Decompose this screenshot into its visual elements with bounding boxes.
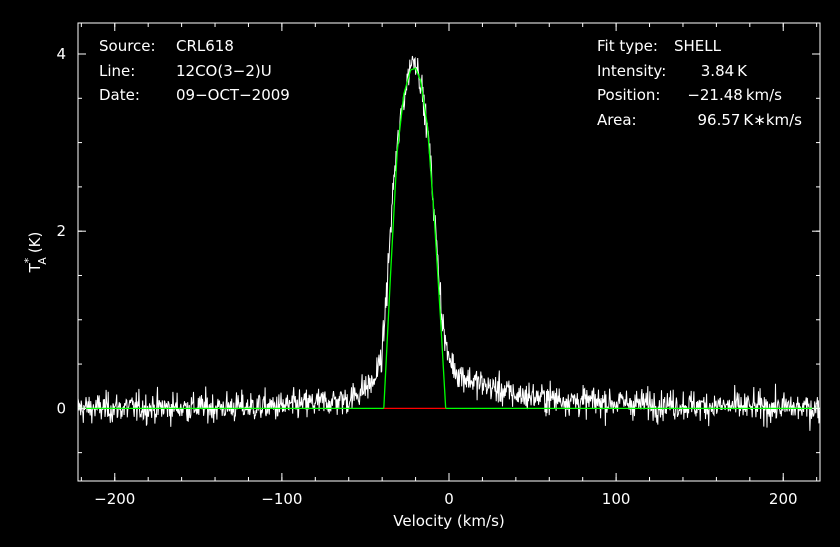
x-axis-label: Velocity (km/s) — [393, 512, 504, 530]
series-fit — [78, 67, 820, 410]
info-fit-type-label: Fit type: — [597, 37, 658, 55]
info-position-label: Position: — [597, 86, 660, 104]
x-tick-label: −100 — [261, 490, 302, 508]
y-tick-label: 2 — [56, 222, 66, 240]
info-intensity-label: Intensity: — [597, 62, 666, 80]
series-layer — [77, 55, 821, 431]
info-area-label: Area: — [597, 111, 637, 129]
y-tick-label: 4 — [56, 45, 66, 63]
info-date-value: 09−OCT−2009 — [176, 86, 290, 104]
y-axis-label-text: T*A(K) — [22, 232, 49, 274]
info-position-value: −21.48 km/s — [687, 86, 782, 104]
info-block-left: Source: CRL618 Line: 12CO(3−2)U Date: 09… — [99, 37, 290, 104]
info-source-label: Source: — [99, 37, 156, 55]
y-tick-label: 0 — [56, 399, 66, 417]
x-tick-label: 100 — [602, 490, 631, 508]
series-spectrum — [77, 55, 821, 431]
info-block-right: Fit type: SHELL Intensity: 3.84 K Positi… — [597, 37, 802, 129]
x-tick-label: −200 — [94, 490, 135, 508]
info-source-value: CRL618 — [176, 37, 234, 55]
info-intensity-value: 3.84 K — [701, 62, 748, 80]
info-line-value: 12CO(3−2)U — [176, 62, 272, 80]
info-line-label: Line: — [99, 62, 135, 80]
tick-layer: −200 −100 0 100 200 0 2 4 — [56, 23, 820, 508]
info-area-value: 96.57 K∗km/s — [697, 111, 802, 129]
info-fit-type-value: SHELL — [674, 37, 722, 55]
y-axis-label: T*A(K) — [22, 232, 49, 274]
x-tick-label: 200 — [769, 490, 798, 508]
x-tick-label: 0 — [444, 490, 454, 508]
info-date-label: Date: — [99, 86, 140, 104]
